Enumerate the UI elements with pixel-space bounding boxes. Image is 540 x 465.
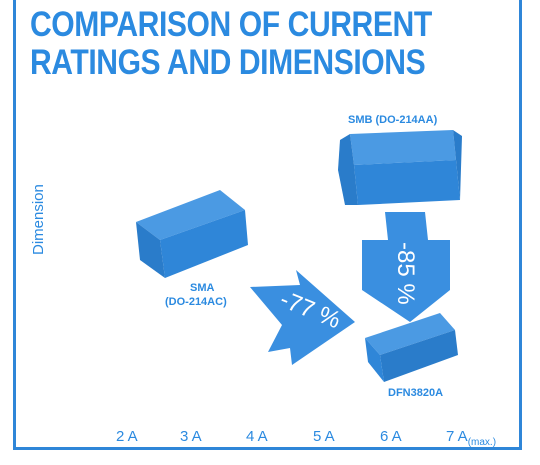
sma-package bbox=[136, 190, 248, 278]
diagram-frame bbox=[13, 0, 522, 450]
dfn-label: DFN3820A bbox=[388, 387, 443, 399]
x-tick-4a: 4 A bbox=[246, 428, 268, 445]
sma-label-line-2: (DO-214AC) bbox=[165, 296, 227, 308]
arrow-smb-to-dfn bbox=[362, 212, 450, 322]
title-line-2: RATINGS AND DIMENSIONS bbox=[30, 43, 426, 82]
smb-label: SMB (DO-214AA) bbox=[348, 114, 438, 126]
x-tick-5a: 5 A bbox=[313, 428, 335, 445]
smb-package bbox=[338, 130, 462, 205]
x-tick-7a-value: 7 A bbox=[446, 428, 468, 445]
x-tick-max-suffix: (max.) bbox=[467, 437, 497, 448]
x-tick-6a: 6 A bbox=[380, 428, 402, 445]
x-tick-7a: 7 A(max.) bbox=[446, 428, 496, 448]
x-tick-3a: 3 A bbox=[180, 428, 202, 445]
page-title: COMPARISON OF CURRENT RATINGS AND DIMENS… bbox=[30, 6, 432, 82]
arrow-sma-to-dfn bbox=[250, 270, 355, 365]
x-tick-2a: 2 A bbox=[116, 428, 138, 445]
reduction-smb-to-dfn: -85 % bbox=[392, 242, 419, 305]
title-line-1: COMPARISON OF CURRENT bbox=[30, 5, 432, 44]
dfn-package bbox=[365, 313, 458, 382]
sma-label-line-1: SMA bbox=[190, 282, 215, 294]
